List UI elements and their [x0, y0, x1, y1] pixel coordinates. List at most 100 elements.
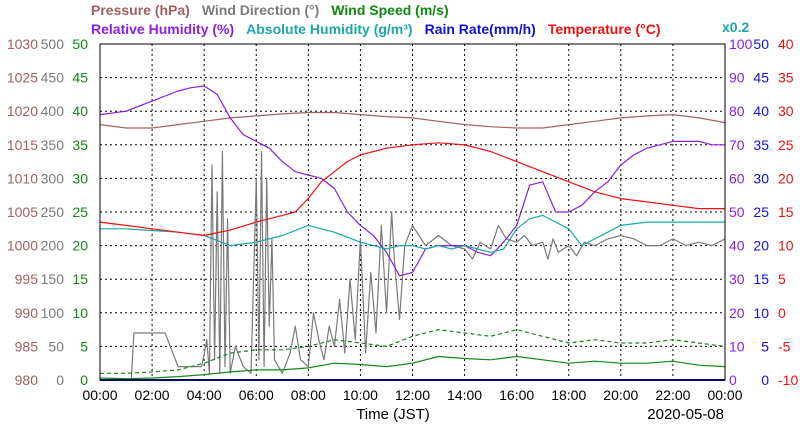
title-row: Relative Humidity (%) Absolute Humidity (… — [91, 21, 661, 37]
y-tick-wind_speed: 25 — [72, 204, 88, 220]
y-tick-wind_dir: 350 — [41, 137, 65, 153]
grid-lines — [100, 44, 725, 380]
x-tick-label: 04:00 — [187, 387, 222, 403]
y-tick-wind_dir: 300 — [41, 170, 65, 186]
y-tick-wind_speed: 15 — [72, 271, 88, 287]
y-tick-wind_dir: 400 — [41, 103, 65, 119]
y-tick-wind_dir: 0 — [56, 372, 64, 388]
x-tick-label: 06:00 — [239, 387, 274, 403]
y-tick-temp: 20 — [778, 170, 794, 186]
x-tick-label: 02:00 — [135, 387, 170, 403]
y-tick-pressure: 1010 — [7, 170, 38, 186]
x-axis-label: Time (JST) — [356, 406, 430, 423]
y-tick-rain: 35 — [753, 137, 769, 153]
y-tick-rh: 60 — [729, 170, 745, 186]
y-tick-rain: 15 — [753, 271, 769, 287]
y-tick-rh: 10 — [729, 338, 745, 354]
y-tick-temp: 0 — [778, 305, 786, 321]
absolute-humidity-multiplier: x0.2 — [722, 19, 749, 35]
y-tick-temp: 35 — [778, 70, 794, 86]
y-tick-rh: 70 — [729, 137, 745, 153]
y-tick-pressure: 1005 — [7, 204, 38, 220]
y-tick-rain: 50 — [753, 36, 769, 52]
y-tick-wind_speed: 0 — [80, 372, 88, 388]
y-tick-wind_speed: 45 — [72, 70, 88, 86]
y-tick-rh: 80 — [729, 103, 745, 119]
title-row: Pressure (hPa) Wind Direction (°) Wind Spe… — [91, 2, 449, 18]
x-tick-label: 14:00 — [447, 387, 482, 403]
y-tick-temp: 15 — [778, 204, 794, 220]
series-ah — [100, 214, 725, 253]
y-tick-wind_speed: 40 — [72, 103, 88, 119]
title-wind_dir: Wind Direction (°) — [202, 2, 319, 18]
title-wind_speed: Wind Speed (m/s) — [331, 2, 448, 18]
x-tick-label: 20:00 — [603, 387, 638, 403]
y-tick-wind_dir: 50 — [48, 338, 64, 354]
y-tick-wind_dir: 450 — [41, 70, 65, 86]
y-tick-temp: 5 — [778, 271, 786, 287]
y-tick-rh: 0 — [729, 372, 737, 388]
series-wind-gust — [100, 329, 726, 374]
series-temp — [99, 142, 725, 237]
y-tick-temp: -5 — [778, 338, 791, 354]
y-tick-pressure: 1015 — [7, 137, 38, 153]
title-ah: Absolute Humidity (g/m³) — [246, 21, 412, 37]
x-tick-label: 08:00 — [291, 387, 326, 403]
y-tick-rain: 0 — [761, 372, 769, 388]
y-tick-wind_speed: 5 — [80, 338, 88, 354]
y-tick-wind_dir: 200 — [41, 238, 65, 254]
x-tick-label: 10:00 — [343, 387, 378, 403]
y-tick-pressure: 1000 — [7, 238, 38, 254]
y-tick-rain: 40 — [753, 103, 769, 119]
series-pressure — [99, 111, 726, 129]
y-tick-rh: 40 — [729, 238, 745, 254]
title-rh: Relative Humidity (%) — [91, 21, 234, 37]
y-tick-rh: 50 — [729, 204, 745, 220]
x-tick-label: 00:00 — [82, 387, 117, 403]
x-tick-label: 16:00 — [499, 387, 534, 403]
x-tick-label: 12:00 — [395, 387, 430, 403]
y-tick-pressure: 985 — [15, 338, 39, 354]
y-tick-wind_speed: 50 — [72, 36, 88, 52]
y-tick-rh: 100 — [729, 36, 753, 52]
title-temp: Temperature (°C) — [548, 21, 661, 37]
plot-frame — [99, 43, 726, 381]
y-tick-wind_dir: 250 — [41, 204, 65, 220]
y-tick-rh: 90 — [729, 70, 745, 86]
y-tick-wind_speed: 20 — [72, 238, 88, 254]
y-tick-rain: 30 — [753, 170, 769, 186]
series-wind-speed — [99, 355, 726, 380]
title-rain: Rain Rate(mm/h) — [425, 21, 536, 37]
y-tick-pressure: 1030 — [7, 36, 38, 52]
y-tick-pressure: 980 — [15, 372, 39, 388]
y-tick-rain: 45 — [753, 70, 769, 86]
y-tick-temp: 25 — [778, 137, 794, 153]
y-tick-temp: 40 — [778, 36, 794, 52]
y-tick-temp: -10 — [778, 372, 798, 388]
y-tick-pressure: 1020 — [7, 103, 38, 119]
y-tick-pressure: 995 — [15, 271, 39, 287]
y-tick-rain: 20 — [753, 238, 769, 254]
axis-tick-labels: 00:00 02:00 04:00 06:00 08:00 10:00 12:00 14:00… — [7, 36, 799, 403]
y-tick-temp: 10 — [778, 238, 794, 254]
y-tick-rain: 5 — [761, 338, 769, 354]
y-tick-wind_speed: 10 — [72, 305, 88, 321]
y-tick-rain: 10 — [753, 305, 769, 321]
y-tick-wind_speed: 30 — [72, 170, 88, 186]
y-tick-temp: 30 — [778, 103, 794, 119]
y-tick-rain: 25 — [753, 204, 769, 220]
x-tick-label: 00:00 — [707, 387, 742, 403]
x-tick-label: 18:00 — [551, 387, 586, 403]
chart-titles: Pressure (hPa) Wind Direction (°) Wind Spe… — [91, 2, 661, 37]
y-tick-rh: 20 — [729, 305, 745, 321]
y-tick-wind_dir: 500 — [41, 36, 65, 52]
y-tick-wind_speed: 35 — [72, 137, 88, 153]
date-label: 2020-05-08 — [647, 406, 724, 423]
x-tick-label: 22:00 — [655, 387, 690, 403]
y-tick-rh: 30 — [729, 271, 745, 287]
y-tick-pressure: 990 — [15, 305, 39, 321]
y-tick-pressure: 1025 — [7, 70, 38, 86]
title-pressure: Pressure (hPa) — [91, 2, 190, 18]
